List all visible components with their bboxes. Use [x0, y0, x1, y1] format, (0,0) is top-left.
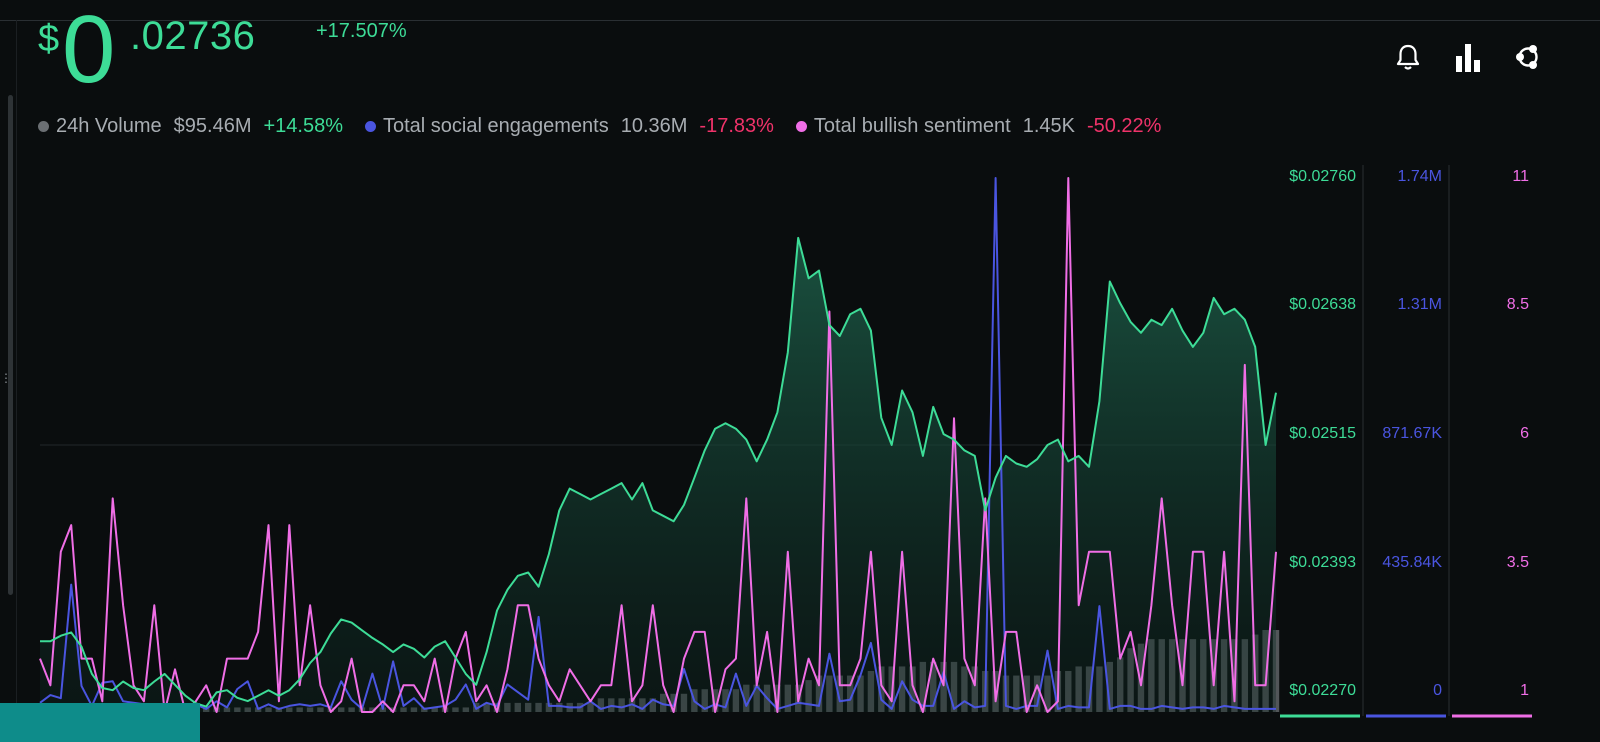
- price-tick-label: $0.02638: [1289, 296, 1356, 313]
- stat-volume[interactable]: 24h Volume $95.46M +14.58%: [38, 115, 343, 138]
- engagements-dot-icon: [365, 121, 376, 132]
- price-tick-label: $0.02515: [1289, 425, 1356, 442]
- sentiment-tick-label: 11: [1512, 168, 1529, 185]
- network-icon[interactable]: [1511, 40, 1545, 74]
- price-tick-label: $0.02393: [1289, 554, 1356, 571]
- sentiment-tick-label: 6: [1520, 425, 1529, 442]
- sentiment-tick-label: 3.5: [1507, 554, 1529, 571]
- drag-handle-icon[interactable]: ⋮: [0, 371, 12, 385]
- price-tick-label: $0.02270: [1289, 682, 1356, 699]
- volume-dot-icon: [38, 121, 49, 132]
- engagements-tick-label: 435.84K: [1382, 554, 1442, 571]
- stat-value: $95.46M: [173, 115, 252, 137]
- price-decimal: .02736: [130, 14, 256, 58]
- price-tick-label: $0.02760: [1289, 168, 1356, 185]
- price-integer: 0: [62, 0, 115, 103]
- stat-label: Total bullish sentiment: [813, 115, 1011, 137]
- price-change: +17.507%: [316, 20, 407, 42]
- engagements-tick-label: 871.67K: [1382, 425, 1442, 442]
- stat-label: 24h Volume: [56, 115, 162, 137]
- sentiment-tick-label: 1: [1520, 682, 1529, 699]
- axes: $0.02760 $0.02638 $0.02515 $0.02393 $0.02270…: [1280, 165, 1532, 718]
- price-display: $ 0 .02736 +17.507%: [38, 2, 458, 108]
- stat-value: 10.36M: [620, 115, 688, 137]
- price-area: [40, 237, 1276, 712]
- engagements-line: [39, 177, 1276, 710]
- price-currency: $: [38, 18, 60, 60]
- price-area-fill: [40, 237, 1276, 712]
- sentiment-line: [39, 177, 1277, 713]
- stats-legend: 24h Volume $95.46M +14.58% Total social …: [38, 115, 1183, 138]
- price-line: [40, 236, 1277, 708]
- stat-change: -17.83%: [699, 115, 774, 137]
- left-rail: ⋮: [0, 20, 17, 742]
- bottom-tab[interactable]: [0, 703, 200, 742]
- bar-chart-icon[interactable]: [1451, 40, 1485, 74]
- scrollbar[interactable]: [8, 95, 13, 595]
- series-lines: [39, 177, 1277, 713]
- engagements-tick-label: 0: [1433, 682, 1442, 699]
- stat-sentiment[interactable]: Total bullish sentiment 1.45K -50.22%: [795, 115, 1162, 138]
- stat-label: Total social engagements: [383, 115, 609, 137]
- stat-change: +14.58%: [263, 115, 343, 137]
- stat-value: 1.45K: [1022, 115, 1075, 137]
- sentiment-tick-label: 8.5: [1507, 296, 1529, 313]
- bell-icon[interactable]: [1391, 40, 1425, 74]
- stat-engagements[interactable]: Total social engagements 10.36M -17.83%: [365, 115, 774, 138]
- top-border: [0, 20, 1600, 21]
- engagements-tick-label: 1.74M: [1398, 168, 1442, 185]
- stat-change: -50.22%: [1086, 115, 1162, 137]
- sentiment-dot-icon: [795, 121, 807, 132]
- toolbar: [1391, 40, 1545, 74]
- engagements-tick-label: 1.31M: [1398, 296, 1442, 313]
